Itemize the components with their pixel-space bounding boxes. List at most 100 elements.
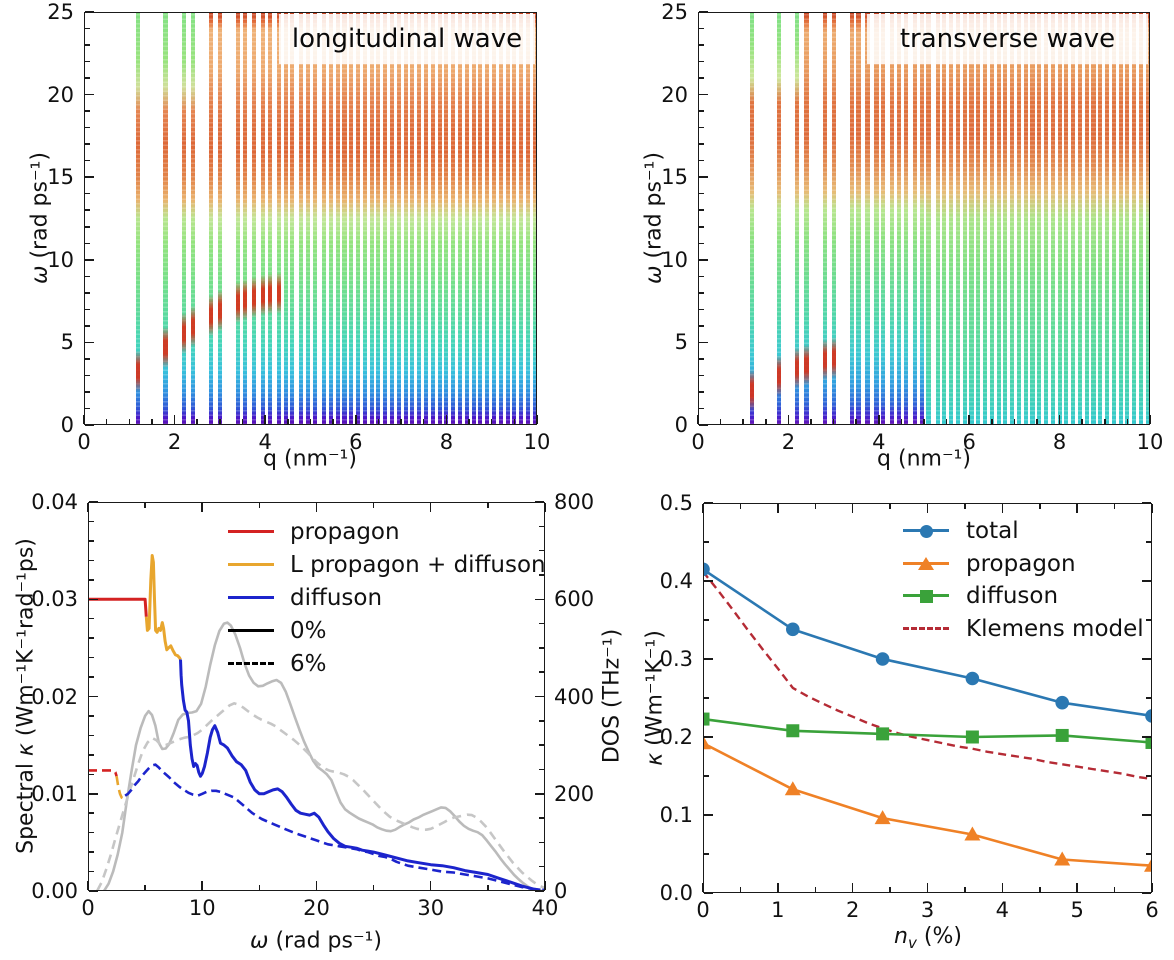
- y-tick-label: 0.01: [31, 781, 78, 806]
- sed-stripe: [926, 12, 931, 425]
- sed-stripe: [267, 12, 272, 425]
- x-tick: [429, 881, 432, 890]
- sed-stripe: [935, 12, 940, 425]
- sed-stripe: [362, 12, 367, 425]
- x-tick-label: 0: [691, 430, 705, 454]
- x-tick: [810, 419, 812, 424]
- y-tick: [85, 226, 90, 228]
- legend-label: propagon: [966, 550, 1076, 577]
- sed-stripe: [919, 12, 924, 425]
- sed-stripe: [217, 12, 222, 425]
- y-tick: [699, 93, 708, 96]
- x-tick: [1151, 883, 1153, 892]
- sed-stripe: [976, 12, 981, 425]
- marker-propagon: [1144, 857, 1152, 872]
- x-tick: [765, 419, 767, 424]
- marker-propagon: [964, 826, 981, 841]
- legend-swatch: [228, 629, 274, 632]
- y-tick: [85, 126, 90, 129]
- series-propagon-6pct: [88, 769, 118, 777]
- x-tick-top: [258, 503, 261, 508]
- y-tick: [704, 892, 713, 894]
- y-tick: [699, 374, 704, 377]
- y-tick: [699, 242, 704, 245]
- y-tick: [704, 697, 709, 699]
- sed-stripe: [136, 12, 141, 425]
- x-tick-top: [814, 504, 817, 509]
- sed-stripe: [389, 12, 395, 425]
- y-tick: [85, 358, 90, 360]
- y-tick: [89, 501, 98, 503]
- x-tick-label: 0: [81, 896, 95, 920]
- x-tick: [87, 881, 89, 890]
- y-tick-label: 20: [47, 82, 74, 107]
- legend-label: diffuson: [290, 585, 383, 611]
- sed-stripe: [410, 12, 415, 425]
- y2-tick-label: 400: [554, 684, 595, 709]
- y-tick: [89, 598, 98, 601]
- y-tick: [699, 358, 704, 360]
- y-tick: [539, 817, 544, 819]
- y-tick: [89, 676, 94, 678]
- y-tick: [704, 658, 713, 660]
- y-tick: [699, 275, 704, 278]
- x-tick-top: [429, 503, 432, 512]
- y-tick-label: 0.3: [659, 647, 693, 671]
- y-tick: [89, 520, 94, 523]
- x-tick: [468, 419, 470, 424]
- y-tick: [89, 656, 94, 659]
- y-tick: [699, 308, 704, 311]
- y-tick-label: 10: [47, 247, 74, 272]
- x-tick: [332, 419, 334, 424]
- series-diffuson-6pct: [124, 763, 545, 891]
- x-tick-label: 2: [846, 898, 860, 922]
- y-tick-label: 0.03: [31, 587, 78, 612]
- sed-stripe: [849, 12, 854, 425]
- x-tick: [219, 419, 221, 424]
- sed-stripe: [949, 12, 954, 425]
- y-tick: [699, 143, 704, 145]
- marker-diffuson: [786, 724, 800, 738]
- y-tick: [704, 580, 713, 582]
- sed-stripe: [795, 12, 800, 425]
- sed-stripe: [491, 12, 497, 425]
- series-l-propagon-diffuson-6pct: [115, 775, 127, 800]
- series-diffuson-0pct: [179, 659, 541, 891]
- sed-transverse-inset-label: transverse wave: [867, 14, 1148, 64]
- x-tick-label: 30: [417, 896, 445, 920]
- x-tick: [309, 419, 312, 424]
- y-tick: [89, 734, 94, 737]
- sed-longitudinal-plot-border: [84, 12, 537, 425]
- x-tick-label: 1: [771, 898, 785, 922]
- y-tick: [1146, 853, 1151, 855]
- y-tick: [85, 325, 90, 327]
- legend-label: Klemens model: [966, 615, 1144, 642]
- sed-stripe: [532, 12, 537, 425]
- y-tick: [535, 501, 544, 503]
- x-tick-label: 5: [1070, 898, 1084, 922]
- sed-stripe: [290, 12, 295, 425]
- y-tick-label: 0.0: [659, 881, 693, 905]
- sed-stripe: [777, 12, 782, 425]
- sed-stripe: [1030, 12, 1035, 425]
- x-tick-top: [1151, 504, 1153, 513]
- sed-stripe: [471, 12, 476, 425]
- x-tick-top: [889, 504, 891, 509]
- sed-stripe: [283, 12, 288, 425]
- y-tick: [89, 890, 98, 892]
- y-tick: [85, 341, 94, 344]
- sed-stripe: [831, 12, 836, 425]
- x-tick-top: [1001, 504, 1004, 513]
- x-tick-label: 40: [531, 896, 559, 920]
- y-tick: [704, 853, 709, 855]
- y-tick: [1142, 892, 1151, 894]
- y-tick-label: 0.02: [31, 684, 78, 709]
- x-tick-top: [315, 503, 318, 512]
- x-tick-label: 20: [303, 896, 330, 920]
- legend-swatch: [903, 626, 949, 630]
- y-tick: [85, 374, 90, 377]
- y-tick: [1142, 502, 1151, 504]
- tr-x-axis-label: q (nm⁻¹): [877, 446, 971, 472]
- sed-stripe: [1111, 12, 1116, 425]
- sed-stripe: [235, 12, 241, 425]
